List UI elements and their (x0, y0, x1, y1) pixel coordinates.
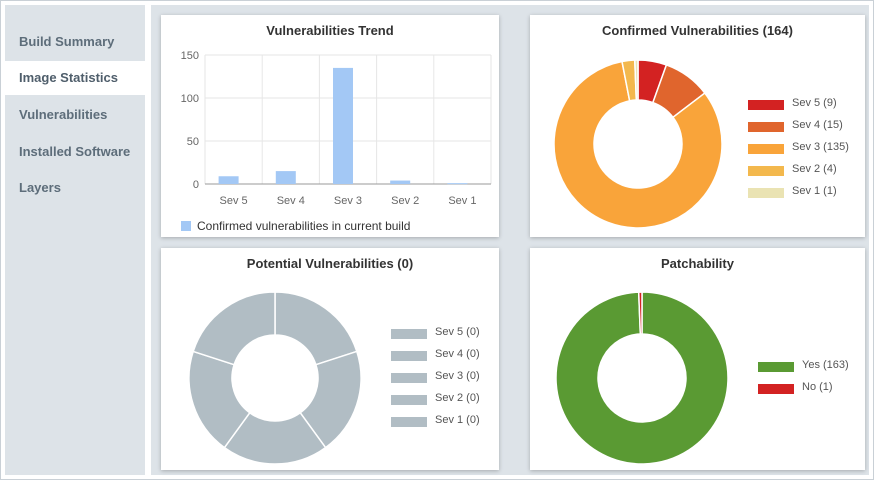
legend-swatch (391, 351, 427, 361)
legend-label: Sev 4 (0) (435, 348, 480, 360)
legend-label: Sev 2 (4) (792, 163, 837, 175)
x-tick-label: Sev 1 (448, 195, 476, 207)
legend-label: Sev 5 (9) (792, 97, 837, 109)
sidebar-item-image-statistics[interactable]: Image Statistics (5, 61, 145, 95)
vulnerabilities-trend-card: Vulnerabilities Trend 0 50 100 150 Sev 5 Sev … (161, 15, 499, 237)
y-tick-label: 150 (181, 50, 199, 62)
bar[interactable] (275, 171, 296, 184)
dashboard-content: Vulnerabilities Trend 0 50 100 150 Sev 5 Sev … (151, 5, 869, 475)
legend-label: Sev 3 (135) (792, 141, 849, 153)
x-tick-label: Sev 2 (391, 195, 419, 207)
legend-label: Sev 5 (0) (435, 326, 480, 338)
legend-label: Sev 2 (0) (435, 392, 480, 404)
potential-vulnerabilities-card: Potential Vulnerabilities (0) Sev 5 (0) S… (161, 248, 499, 470)
legend-swatch (748, 144, 784, 154)
x-tick-label: Sev 5 (220, 195, 248, 207)
confirmed-vulnerabilities-card: Confirmed Vulnerabilities (164) Sev 5 (9… (530, 15, 865, 237)
patchability-card: Patchability Yes (163) No (1) (530, 248, 865, 470)
chart-title: Confirmed Vulnerabilities (164) (602, 23, 793, 38)
legend-swatch (748, 166, 784, 176)
legend-swatch (748, 188, 784, 198)
legend-swatch (391, 417, 427, 427)
x-tick-label: Sev 4 (277, 195, 305, 207)
donut-slice[interactable] (553, 60, 723, 229)
bar[interactable] (447, 183, 468, 185)
y-tick-label: 0 (193, 179, 199, 191)
sidebar-item-installed-software[interactable]: Installed Software (19, 144, 131, 159)
donut-slice[interactable] (274, 291, 358, 366)
legend-label: Sev 3 (0) (435, 370, 480, 382)
legend-swatch (758, 362, 794, 372)
legend-label: Sev 1 (1) (792, 185, 837, 197)
y-tick-label: 50 (187, 136, 199, 148)
legend-label: Sev 1 (0) (435, 414, 480, 426)
legend-swatch (748, 122, 784, 132)
donut-slice[interactable] (555, 291, 729, 465)
sidebar-item-layers[interactable]: Layers (19, 180, 61, 195)
chart-title: Vulnerabilities Trend (266, 23, 394, 38)
donut-slice[interactable] (637, 291, 643, 335)
sidebar-item-vulnerabilities[interactable]: Vulnerabilities (19, 107, 108, 122)
legend-swatch (391, 373, 427, 383)
legend-swatch (391, 395, 427, 405)
legend-label: Sev 4 (15) (792, 119, 843, 131)
x-tick-label: Sev 3 (334, 195, 362, 207)
legend-swatch (758, 384, 794, 394)
sidebar: Build Summary Image Statistics Vulnerabi… (5, 5, 145, 475)
confirmed-donut-chart (553, 59, 723, 229)
legend-label: Confirmed vulnerabilities in current bui… (197, 219, 411, 233)
bar[interactable] (218, 176, 239, 184)
y-tick-label: 100 (181, 93, 199, 105)
legend-swatch (748, 100, 784, 110)
legend-label: No (1) (802, 381, 833, 393)
bar[interactable] (333, 67, 353, 184)
trend-chart: 0 50 100 150 Sev 5 Sev 4 Sev 3 Sev 2 Sev 1 (181, 50, 492, 207)
chart-title: Patchability (661, 256, 734, 271)
legend-swatch (391, 329, 427, 339)
patchability-donut-chart (555, 291, 729, 465)
bar[interactable] (390, 180, 411, 184)
sidebar-item-build-summary[interactable]: Build Summary (19, 34, 115, 49)
chart-title: Potential Vulnerabilities (0) (246, 256, 414, 271)
potential-donut-chart (188, 291, 362, 465)
trend-legend-item[interactable]: Confirmed vulnerabilities in current bui… (181, 219, 410, 233)
donut-slice[interactable] (192, 291, 276, 366)
legend-label: Yes (163) (802, 359, 849, 371)
legend-swatch (181, 221, 191, 231)
donut-slice[interactable] (634, 59, 639, 101)
